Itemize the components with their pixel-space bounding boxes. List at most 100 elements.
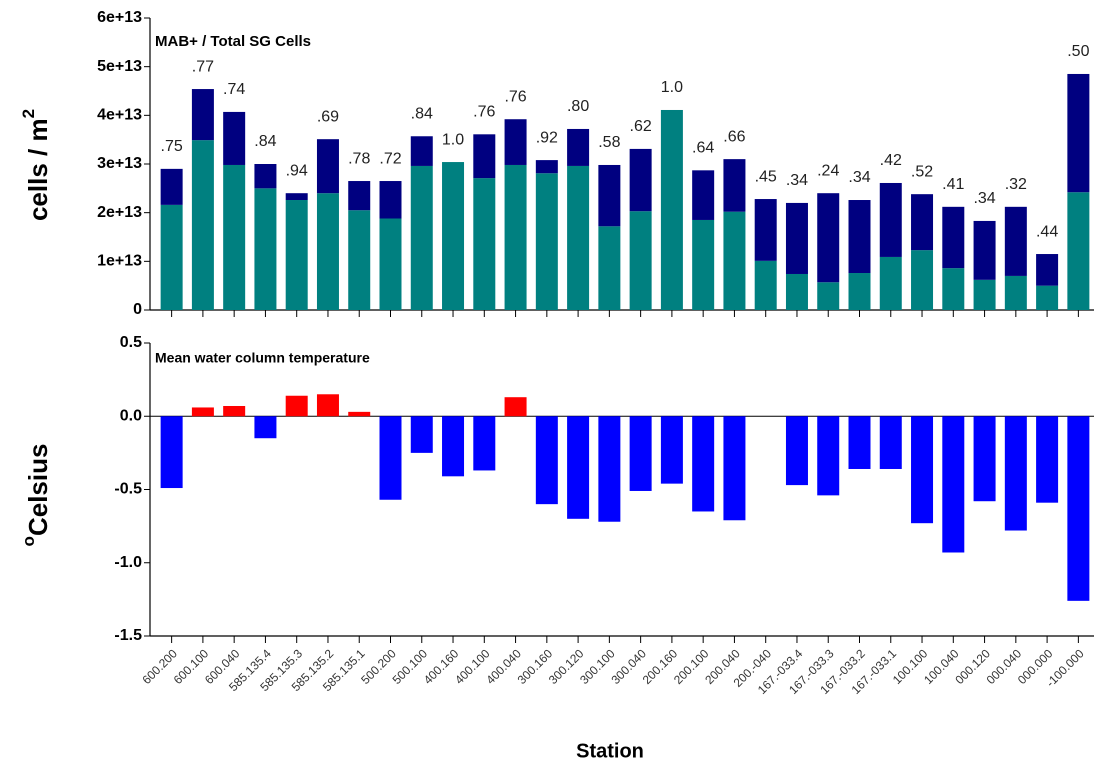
bar [692, 416, 715, 512]
bar-segment [1036, 285, 1059, 310]
bar-segment [285, 200, 308, 310]
bar-segment [1036, 254, 1059, 286]
bar-segment [629, 148, 652, 212]
chart-title: Mean water column temperature [155, 350, 370, 366]
bar [1036, 416, 1059, 503]
bar-segment [535, 160, 558, 174]
y-axis-label-sup: 2 [19, 109, 38, 118]
bar-segment [254, 188, 277, 310]
bar-label: .80 [567, 98, 589, 115]
bar-segment [1004, 275, 1027, 310]
bar-label: 1.0 [442, 131, 464, 148]
bar-segment [1067, 73, 1090, 193]
bar [442, 416, 465, 477]
bar-segment [567, 165, 590, 310]
bar-segment [598, 226, 621, 310]
bar [942, 416, 965, 553]
bar [504, 397, 527, 417]
bar-segment [160, 168, 183, 205]
bar-segment [567, 128, 590, 166]
y-tick-label: 0.5 [120, 334, 142, 351]
bar-segment [848, 273, 871, 310]
bar-segment [911, 250, 934, 310]
bar [254, 416, 277, 439]
bar-segment [316, 139, 339, 194]
y-axis-label-text: cells / m [23, 118, 53, 221]
bar-label: .42 [880, 152, 902, 169]
bar [785, 416, 808, 486]
bar [535, 416, 558, 505]
bar-label: .84 [411, 105, 433, 122]
bar-label: .34 [848, 169, 870, 186]
bar-segment [1067, 192, 1090, 310]
bar-segment [535, 173, 558, 310]
bar-segment [817, 282, 840, 310]
bar-label: .62 [630, 118, 652, 135]
bar-label: .34 [973, 190, 995, 207]
bar-label: .72 [379, 150, 401, 167]
bar [160, 416, 183, 489]
bar-segment [504, 119, 527, 165]
bar-segment [848, 200, 871, 274]
bar-segment [973, 279, 996, 310]
y-tick-label: 2e+13 [97, 204, 142, 221]
bar [911, 416, 934, 524]
y-tick-label: -0.5 [114, 481, 142, 498]
bar-segment [911, 194, 934, 251]
bar-label: .84 [254, 133, 276, 150]
bar-segment [879, 182, 902, 257]
bar-label: .66 [723, 128, 745, 145]
y-tick-label: 4e+13 [97, 107, 142, 124]
bar-label: .41 [942, 176, 964, 193]
bar-segment [598, 164, 621, 227]
bar-label: .32 [1005, 176, 1027, 193]
bar-segment [973, 220, 996, 280]
bar-segment [473, 178, 496, 310]
bar-segment [254, 164, 277, 189]
bar-segment [754, 260, 777, 310]
y-tick-label: 6e+13 [97, 9, 142, 26]
bar [473, 416, 496, 471]
bar-segment [629, 211, 652, 310]
bar [848, 416, 871, 469]
bar [567, 416, 590, 519]
bar-segment [160, 204, 183, 310]
bar-segment [723, 211, 746, 310]
bar-segment [660, 109, 683, 310]
bar-label: .24 [817, 162, 839, 179]
y-tick-label: 0.0 [120, 407, 142, 424]
bar [223, 405, 246, 417]
y-tick-label: -1.5 [114, 627, 142, 644]
bar-label: .44 [1036, 223, 1058, 240]
bar-segment [223, 111, 246, 165]
bar-segment [692, 219, 715, 310]
y-axis-label: oCelsius [19, 444, 52, 547]
bar [410, 416, 433, 453]
bar-label: 1.0 [661, 79, 683, 96]
bar [660, 416, 683, 484]
x-axis-label: Station [576, 740, 644, 762]
bar-segment [754, 199, 777, 261]
bar-segment [817, 193, 840, 283]
y-tick-label: -1.0 [114, 554, 142, 571]
bar-segment [410, 136, 433, 166]
bar-segment [692, 170, 715, 220]
bar [817, 416, 840, 496]
bar-segment [942, 268, 965, 310]
bar-label: .52 [911, 163, 933, 180]
bar-segment [379, 181, 402, 219]
bar [879, 416, 902, 469]
bar-label: .69 [317, 108, 339, 125]
bar-label: .50 [1067, 43, 1089, 60]
bar-label: .78 [348, 150, 370, 167]
bar-segment [191, 140, 214, 310]
bar-label: .77 [192, 58, 214, 75]
bar-segment [504, 164, 527, 310]
bar-segment [285, 193, 308, 201]
bar [316, 394, 339, 417]
bar-segment [473, 134, 496, 179]
bar-segment [785, 202, 808, 274]
bar-label: .58 [598, 134, 620, 151]
bar-label: .94 [286, 162, 308, 179]
